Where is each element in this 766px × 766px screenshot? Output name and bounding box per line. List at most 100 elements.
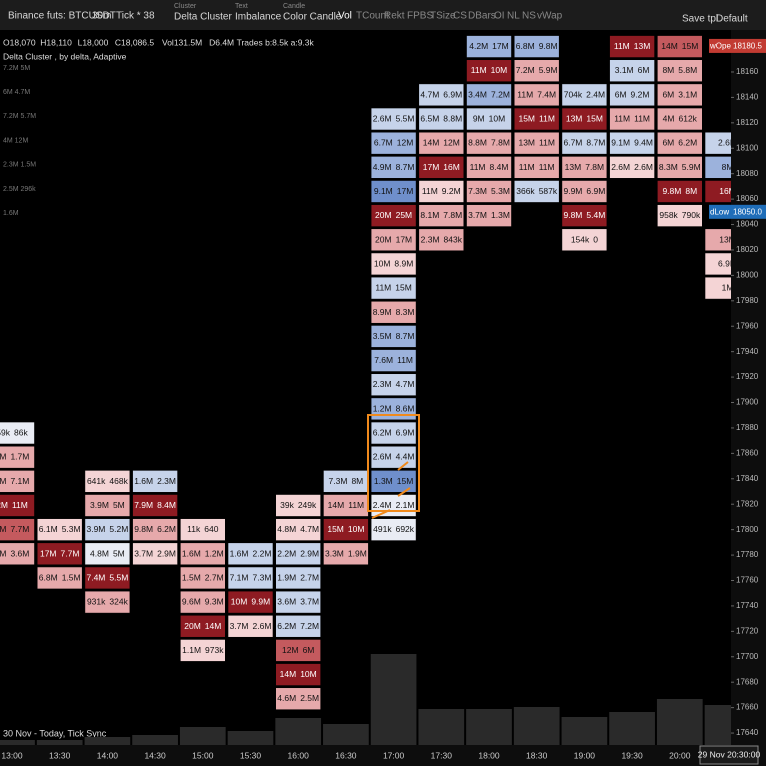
cell-value: 7.7M [10, 524, 29, 534]
cell-value: 11M [614, 114, 630, 124]
cell-value: 6M [303, 645, 315, 655]
level-marker [709, 38, 731, 53]
volume-bar [132, 735, 178, 745]
tick-size[interactable]: Tick * 38 [116, 11, 155, 22]
y-tick-label: 17840 [736, 474, 759, 483]
cell-text: 8M [722, 162, 734, 172]
cell-value: 11M [348, 500, 364, 510]
volume-bar [0, 740, 35, 745]
arrow [371, 509, 391, 519]
cell-text: 2.6M 5.5M [373, 114, 415, 124]
cell-text: 2.2M 2.9M [277, 549, 319, 559]
cluster-cell [513, 83, 560, 107]
cell-value: 59k [0, 428, 11, 438]
cell-text: 11M 13M [614, 41, 650, 51]
x-tick-label: 16:30 [335, 750, 357, 760]
price-label: 18180.5 [733, 42, 762, 51]
cluster-cell [180, 590, 226, 614]
cell-text: 9.8M 8M [662, 186, 697, 196]
price-axis [731, 30, 766, 766]
cluster-cell [704, 252, 731, 276]
cluster-cell [132, 494, 178, 517]
cluster-cell [704, 156, 731, 179]
text-select[interactable]: Imbalance [235, 12, 282, 23]
cell-value: 7.1M [230, 573, 249, 583]
cell-value: 11M [397, 355, 413, 365]
profile-label: 7.2M 5.7M [3, 113, 36, 120]
timeframe[interactable]: 30m [92, 11, 111, 22]
toggle[interactable]: NS [522, 11, 536, 22]
text-label: Text [235, 3, 248, 10]
cell-text: 4.6M 2.5M [277, 693, 319, 703]
time-axis [0, 745, 731, 766]
default-button[interactable]: Default [716, 14, 748, 25]
cell-value: 9.9M [563, 186, 582, 196]
cluster-cell [418, 131, 465, 155]
cell-text: 3.9M 5.2M [86, 524, 128, 534]
toggle[interactable]: CS [453, 11, 467, 22]
toggle[interactable]: vWap [537, 11, 563, 22]
toggle[interactable]: FPBS [407, 11, 433, 22]
cell-value: 16M [443, 162, 460, 172]
candle-select[interactable]: Color Candle [283, 12, 342, 23]
cell-text: 15M 10M [327, 524, 364, 534]
toggle[interactable]: DBars [468, 11, 496, 22]
toolbar [0, 0, 766, 30]
cell-value: 1.6M [182, 549, 201, 559]
cell-text: 1.9M 2.7M [277, 573, 319, 583]
cluster-cell [609, 35, 655, 58]
save-template[interactable]: Save tpl [682, 14, 718, 25]
cell-value: 2.7M [300, 573, 319, 583]
cell-value: 10M [489, 114, 506, 124]
cell-value: 20M [375, 210, 392, 220]
cell-text: 8M 5.8M [662, 65, 697, 75]
toggle[interactable]: TCount [356, 11, 389, 22]
cell-value: 8.7M [396, 162, 415, 172]
cell-text: 8M 7.1M [0, 476, 29, 486]
cell-value: 2.3M [373, 379, 392, 389]
cluster-cell [656, 83, 703, 107]
cell-value: 13M [518, 138, 535, 148]
cell-value: 11M [614, 41, 630, 51]
cell-value: 3.6M [10, 549, 29, 559]
cell-value: 3.7M [300, 597, 319, 607]
cluster-cell [704, 180, 731, 203]
cell-text: 11M 9.2M [422, 186, 461, 196]
cluster-cell [275, 494, 322, 517]
cell-value: 324k [109, 597, 128, 607]
cell-value: 6.9M [443, 90, 462, 100]
cell-text: 20M 14M [184, 621, 221, 631]
cell-value: 7.8M [443, 210, 462, 220]
cell-value: 491k [373, 524, 392, 534]
toggle[interactable]: Rekt [384, 11, 405, 22]
toggle[interactable]: TSize [430, 11, 456, 22]
toggle[interactable]: OI [494, 11, 505, 22]
cluster-select[interactable]: Delta Cluster [174, 12, 232, 23]
cell-value: 7.4M [537, 90, 556, 100]
cell-value: 14M [423, 138, 440, 148]
cell-value: 17M [396, 235, 413, 245]
cell-text: 10M 8.9M [374, 259, 413, 269]
cluster-cell [609, 156, 655, 179]
cell-value: 3.1M [678, 90, 697, 100]
toggle[interactable]: Vol [338, 11, 352, 22]
cluster-cell [0, 494, 35, 517]
cell-value: 9.8M [662, 186, 681, 196]
cell-value: 6.9M [718, 259, 737, 269]
cell-value: 7.8M [491, 138, 510, 148]
cell-text: 4.2M 17M [469, 41, 508, 51]
cell-value: 5M [113, 549, 125, 559]
cell-text: 11M 15M [375, 283, 411, 293]
cell-value: 5M [113, 500, 125, 510]
cell-text: 13M [719, 235, 736, 245]
cell-text: 4.8M 5M [90, 549, 125, 559]
cell-value: 11M [470, 162, 486, 172]
cell-value: 6.7M [374, 138, 393, 148]
cell-value: 3.4M [468, 90, 487, 100]
cell-text: 6.7M 8.7M [563, 138, 605, 148]
toggle[interactable]: NL [507, 11, 520, 22]
cell-text: 4.8M 4.7M [277, 524, 319, 534]
cell-value: 6M [662, 90, 674, 100]
symbol[interactable]: Binance futs: BTCUSDT [8, 11, 116, 22]
cell-value: 11M [634, 114, 650, 124]
